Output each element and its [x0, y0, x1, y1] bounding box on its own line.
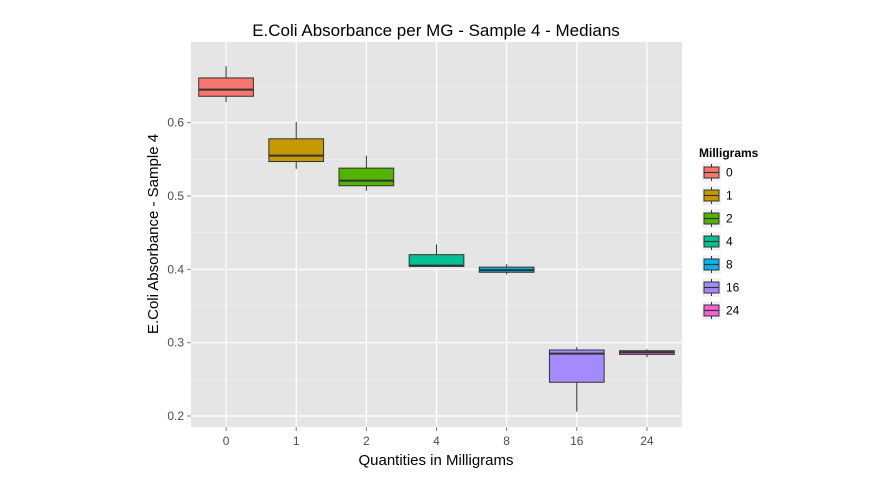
- legend-item-24: 24: [702, 301, 740, 320]
- legend-item-1: 1: [702, 186, 733, 205]
- y-axis-ticks: 0.2 0.3 0.4 0.5 0.6: [167, 116, 191, 423]
- chart-title: E.Coli Absorbance per MG - Sample 4 - Me…: [252, 21, 620, 40]
- legend-label: 1: [726, 189, 733, 203]
- y-axis-title: E.Coli Absorbance - Sample 4: [145, 134, 162, 334]
- x-tick-label: 1: [293, 434, 300, 448]
- y-tick-label: 0.3: [167, 336, 184, 350]
- y-tick-label: 0.2: [167, 409, 184, 423]
- box-body: [338, 167, 395, 187]
- legend-item-8: 8: [702, 255, 733, 274]
- legend-label: 8: [726, 258, 733, 272]
- box-2: [338, 155, 395, 191]
- box-4: [408, 244, 465, 268]
- box-0: [198, 66, 254, 103]
- legend-item-0: 0: [702, 163, 733, 182]
- legend-label: 4: [726, 235, 733, 249]
- y-tick-label: 0.5: [167, 189, 184, 203]
- boxes-layer: [198, 66, 675, 412]
- legend-label: 0: [726, 166, 733, 180]
- box-body: [408, 254, 465, 267]
- x-axis-title: Quantities in Milligrams: [358, 452, 513, 469]
- legend-item-2: 2: [702, 209, 733, 228]
- box-1: [268, 121, 325, 169]
- legend-label: 2: [726, 212, 733, 226]
- y-tick-label: 0.4: [167, 262, 184, 276]
- legend-label: 24: [726, 304, 740, 318]
- x-tick-label: 4: [433, 434, 440, 448]
- box-body: [548, 349, 605, 383]
- x-tick-label: 24: [640, 434, 654, 448]
- box-body: [268, 138, 325, 163]
- x-tick-label: 8: [503, 434, 510, 448]
- legend-title: Milligrams: [699, 146, 759, 160]
- y-tick-label: 0.6: [167, 116, 184, 130]
- x-axis-ticks: 0 1 2 4 8 16 24: [223, 427, 654, 448]
- grid-lines: [191, 42, 682, 427]
- box-8: [478, 264, 535, 275]
- legend-label: 16: [726, 281, 740, 295]
- box-16: [548, 347, 605, 412]
- x-tick-label: 0: [223, 434, 230, 448]
- x-tick-label: 16: [570, 434, 584, 448]
- box-24: [619, 349, 675, 358]
- legend-item-16: 16: [702, 278, 740, 297]
- box-body: [198, 77, 254, 97]
- x-tick-label: 2: [363, 434, 370, 448]
- legend-item-4: 4: [702, 232, 733, 251]
